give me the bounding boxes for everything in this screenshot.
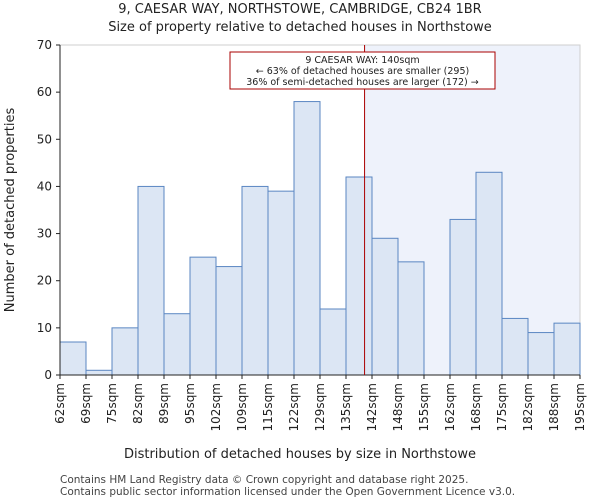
bar: [553, 322, 581, 376]
y-tick-label: 0: [44, 368, 52, 382]
y-tick-label: 20: [37, 274, 52, 288]
x-tick-label: 162sqm: [443, 383, 457, 431]
x-tick-label: 62sqm: [53, 383, 67, 424]
x-tick-label: 95sqm: [183, 383, 197, 424]
bar: [163, 313, 191, 376]
y-axis-label: Number of detached properties: [3, 108, 18, 313]
x-tick-label: 175sqm: [495, 383, 509, 431]
footer-line-2: Contains public sector information licen…: [60, 486, 515, 498]
footer-line-1: Contains HM Land Registry data © Crown c…: [60, 474, 468, 486]
annotation-line-1: 9 CAESAR WAY: 140sqm: [305, 55, 419, 66]
bar: [137, 185, 165, 376]
x-tick-label: 135sqm: [339, 383, 353, 431]
x-tick-label: 195sqm: [573, 383, 587, 431]
bar: [189, 256, 217, 376]
bar: [449, 218, 477, 376]
y-tick-label: 50: [37, 132, 52, 146]
x-tick-label: 82sqm: [131, 383, 145, 424]
bar: [319, 308, 347, 376]
bar: [397, 261, 425, 376]
x-tick-label: 115sqm: [261, 383, 275, 431]
x-tick-label: 89sqm: [157, 383, 171, 424]
annotation-line-3: 36% of semi-detached houses are larger (…: [246, 77, 479, 88]
x-axis-label: Distribution of detached houses by size …: [124, 447, 476, 462]
x-tick-label: 155sqm: [417, 383, 431, 431]
bar: [215, 266, 243, 376]
x-tick-label: 129sqm: [313, 383, 327, 431]
y-tick-label: 60: [37, 85, 52, 99]
bar: [59, 341, 87, 376]
bar: [111, 327, 139, 376]
chart-subtitle: Size of property relative to detached ho…: [108, 20, 492, 35]
bar: [527, 332, 555, 376]
x-tick-label: 109sqm: [235, 383, 249, 431]
bar: [241, 185, 269, 376]
chart-title: 9, CAESAR WAY, NORTHSTOWE, CAMBRIDGE, CB…: [118, 2, 481, 17]
y-tick-label: 40: [37, 179, 52, 193]
x-tick-label: 142sqm: [365, 383, 379, 431]
bar: [293, 101, 321, 376]
x-tick-label: 182sqm: [521, 383, 535, 431]
y-tick-label: 30: [37, 227, 52, 241]
annotation-box: [229, 51, 496, 90]
x-tick-label: 122sqm: [287, 383, 301, 431]
bar: [501, 317, 529, 376]
x-tick-label: 69sqm: [79, 383, 93, 424]
annotation-line-2: ← 63% of detached houses are smaller (29…: [256, 66, 469, 77]
bar: [475, 171, 503, 376]
x-tick-label: 75sqm: [105, 383, 119, 424]
x-tick-label: 102sqm: [209, 383, 223, 431]
bar: [371, 237, 399, 376]
bar: [345, 176, 373, 376]
bar: [85, 369, 113, 376]
x-tick-label: 188sqm: [547, 383, 561, 431]
y-tick-label: 70: [37, 38, 52, 52]
x-tick-label: 148sqm: [391, 383, 405, 431]
x-tick-label: 168sqm: [469, 383, 483, 431]
y-tick-label: 10: [37, 321, 52, 335]
bar: [267, 190, 295, 376]
